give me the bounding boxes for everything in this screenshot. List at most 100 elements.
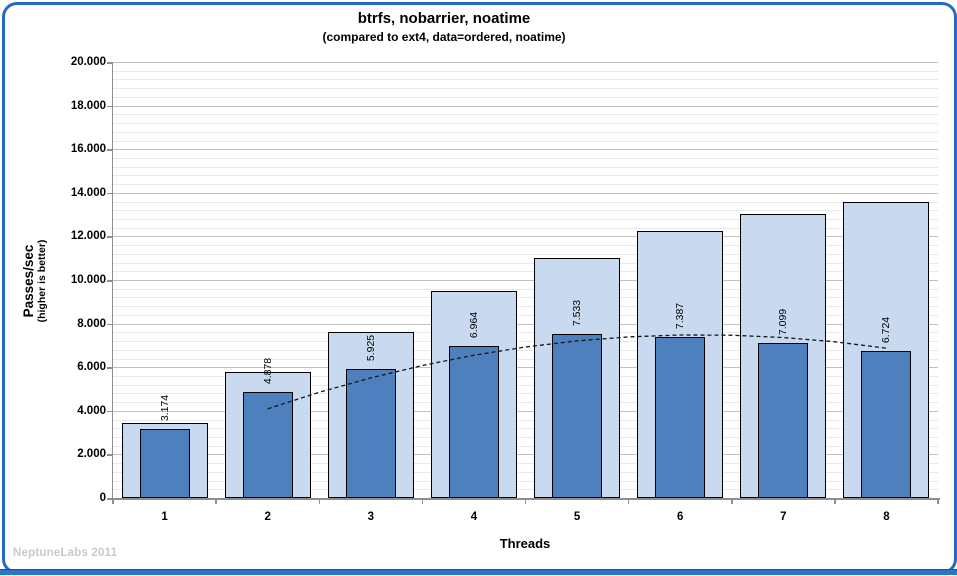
minor-gridline [113,262,938,264]
minor-gridline [113,341,938,342]
minor-gridline [113,402,938,404]
minor-gridline [113,210,938,212]
plot-area: 3.174 4.878 5.925 6.964 7.533 7.387 7.099 6.724 [113,62,938,498]
trendline-svg [267,334,887,410]
major-gridline [113,280,938,281]
y-axis-tick-label: 18.000 [70,99,106,112]
y-axis-tick-label: 16.000 [70,143,106,156]
minor-gridline [113,437,938,438]
major-gridline [113,192,938,194]
minor-gridline [113,88,938,90]
minor-gridline [113,419,938,421]
minor-gridline [113,471,938,473]
y-axis-tick-label: 6.000 [77,361,106,374]
bar-value-label: 7.533 [571,299,584,326]
minor-gridline [113,489,938,491]
bottom-bar [0,569,957,575]
x-axis-category-label: 7 [780,511,787,523]
major-gridline [113,323,938,325]
minor-gridline [113,184,938,186]
y-axis-tick [106,454,112,456]
bar-value-label: 3.174 [158,394,171,421]
x-axis-tick [112,499,114,504]
y-axis-tick [106,280,112,282]
y-axis-tick-label: 10.000 [70,274,106,286]
major-gridline [113,410,938,412]
bar-value-label: 7.387 [674,302,687,330]
minor-gridline [113,96,938,98]
btrfs-bar [242,391,293,498]
x-axis-line [111,498,940,500]
major-gridline [113,105,938,107]
bar-value-label: 5.925 [364,334,377,361]
major-gridline [113,62,938,63]
minor-gridline [113,166,938,168]
y-axis-line [111,62,113,500]
minor-gridline [113,288,938,290]
btrfs-bar [758,343,809,498]
minor-gridline [113,349,938,351]
ext4-bar [843,202,930,498]
title-block: btrfs, nobarrier, noatime (compared to e… [0,10,888,44]
bar-value-label: 7.099 [777,309,790,336]
x-axis-tick [318,499,320,504]
y-axis-tick-label: 4.000 [77,404,106,417]
minor-gridline [113,358,938,360]
x-axis-category-label: 4 [470,511,478,523]
x-axis-category-label: 5 [573,511,581,523]
chart-title: btrfs, nobarrier, noatime [357,10,531,27]
y-axis-tick [106,62,112,64]
minor-gridline [113,114,938,116]
minor-gridline [113,306,938,308]
x-axis-category-label: 3 [367,511,374,523]
bar-value-label: 6.964 [467,312,480,339]
y-axis-tick-label: 0 [99,492,106,504]
y-axis-tick [106,410,112,413]
btrfs-bar [448,346,499,498]
x-axis-category-label: 8 [883,511,890,523]
bar-value-label: 6.724 [880,317,893,344]
y-axis-tick-label: 14.000 [70,186,106,199]
x-axis-category-label: 2 [264,511,271,523]
minor-gridline [113,271,938,273]
minor-gridline [113,445,938,447]
minor-gridline [113,332,938,334]
y-axis-tick [106,367,112,369]
minor-gridline [113,70,938,72]
x-axis-tick [937,499,939,504]
minor-gridline [113,375,938,377]
bar-value-label: 4.878 [261,357,274,384]
minor-gridline [113,227,938,229]
minor-gridline [113,175,938,177]
btrfs-bar [655,337,706,498]
minor-gridline [113,393,938,395]
y-axis-tick [106,149,112,151]
btrfs-bar [861,351,912,498]
x-axis-tick [627,499,630,504]
minor-gridline [113,297,938,299]
x-axis-category-label: 6 [676,511,684,523]
y-axis-tick [106,498,112,500]
minor-gridline [113,314,938,316]
btrfs-bar [345,368,396,498]
y-axis-tick-label: 12.000 [70,230,106,243]
y-axis-tick-label: 8.000 [77,317,106,330]
x-axis-title: Threads [499,536,551,551]
minor-gridline [113,79,938,81]
minor-gridline [113,463,938,465]
minor-gridline [113,384,938,386]
y-axis-tick [106,105,112,108]
x-axis-tick [421,499,424,504]
minor-gridline [113,140,938,142]
btrfs-bar [139,428,190,498]
x-axis-category-label: 1 [161,511,168,523]
y-axis-tick-label: 20.000 [70,56,106,68]
x-axis-tick [731,499,733,504]
minor-gridline [113,219,938,220]
chart-subtitle: (compared to ext4, data=ordered, noatime… [322,30,566,44]
watermark: NeptuneLabs 2011 [13,547,118,559]
x-axis-tick [834,499,836,504]
x-axis-tick [524,499,527,504]
y-axis-tick-label: 2.000 [77,448,106,461]
